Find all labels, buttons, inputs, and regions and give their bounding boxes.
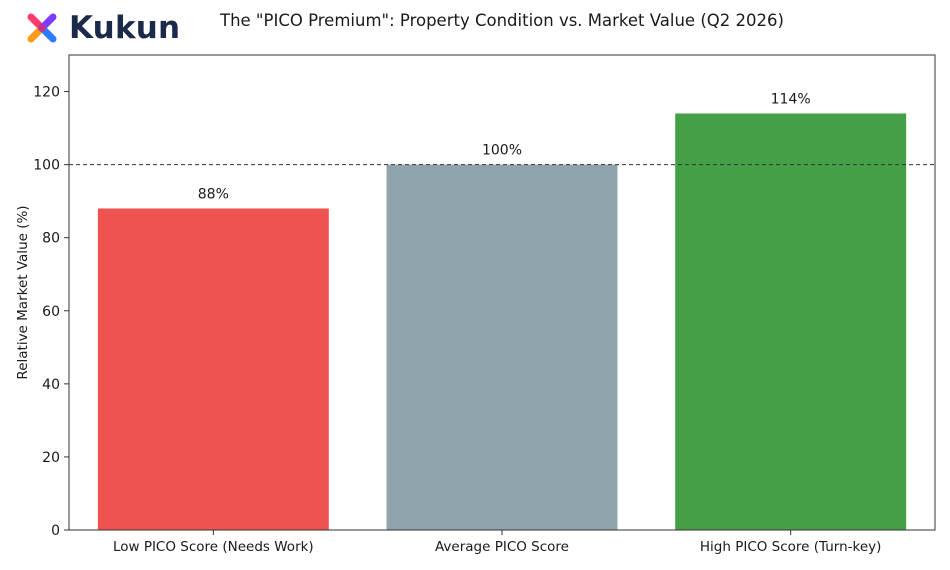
bar-3	[675, 113, 907, 530]
bar-value-label-2: 100%	[482, 143, 522, 159]
x-tick-label-1: Low PICO Score (Needs Work)	[113, 539, 314, 555]
y-tick-label-6: 100	[33, 158, 60, 174]
y-tick-label-7: 120	[33, 85, 60, 101]
brand-name: Kukun	[69, 10, 181, 46]
y-tick-label-3: 40	[42, 377, 60, 393]
y-tick-label-2: 20	[42, 450, 60, 466]
plot-frame	[68, 54, 936, 531]
y-tick-label-1: 0	[51, 523, 60, 539]
x-tick-label-2: Average PICO Score	[435, 539, 569, 555]
bar-value-label-3: 114%	[771, 91, 811, 107]
bar-1	[97, 208, 329, 530]
brand-logo: Kukun	[22, 8, 180, 48]
y-tick-label-4: 60	[42, 304, 60, 320]
kukun-logo-icon	[27, 13, 57, 43]
y-tick-label-5: 80	[42, 231, 60, 247]
y-axis-label: Relative Market Value (%)	[15, 205, 31, 379]
x-tick-label-3: High PICO Score (Turn-key)	[700, 539, 882, 555]
bar-2	[386, 164, 618, 530]
bar-value-label-1: 88%	[198, 186, 229, 202]
chart-title: The "PICO Premium": Property Condition v…	[220, 11, 784, 30]
